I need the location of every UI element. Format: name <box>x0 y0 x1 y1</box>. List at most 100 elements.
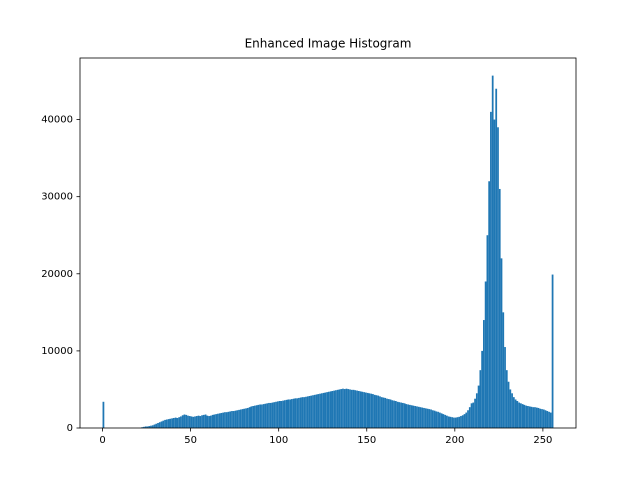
bar <box>412 405 415 428</box>
bar <box>169 418 172 428</box>
bar <box>171 418 173 428</box>
bar <box>449 416 452 428</box>
bars <box>102 75 554 429</box>
bar <box>461 415 464 428</box>
bar <box>320 393 323 428</box>
bar <box>546 411 549 428</box>
y-tick-label: 10000 <box>41 346 73 357</box>
bar <box>373 394 376 428</box>
bar <box>396 401 399 428</box>
bar <box>389 399 392 428</box>
bar <box>197 415 200 428</box>
y-tick-label: 30000 <box>41 192 73 203</box>
bar <box>423 407 425 428</box>
bar <box>472 402 475 428</box>
bar <box>544 410 547 428</box>
bar <box>335 390 337 428</box>
bar <box>292 398 295 428</box>
bar <box>456 417 459 428</box>
x-tick-label: 250 <box>533 435 552 446</box>
y-tick-label: 40000 <box>41 115 73 126</box>
bar <box>208 416 210 428</box>
bar <box>387 399 390 428</box>
bar <box>382 397 385 428</box>
bar <box>232 411 235 428</box>
bar <box>534 407 536 428</box>
bar <box>414 406 417 428</box>
bar <box>528 406 531 428</box>
bar <box>530 406 533 428</box>
bar <box>440 413 443 428</box>
x-tick-label: 200 <box>445 435 464 446</box>
bar <box>509 389 512 428</box>
bar <box>393 400 395 428</box>
bar <box>453 417 455 428</box>
bar <box>386 398 388 428</box>
bar <box>241 409 244 428</box>
bar <box>174 417 177 428</box>
bar <box>488 181 491 428</box>
bar <box>484 281 487 428</box>
bar <box>467 410 469 428</box>
bar <box>308 396 311 428</box>
bar <box>537 407 540 428</box>
bar <box>377 395 380 428</box>
bar <box>458 416 461 428</box>
bar <box>190 416 193 428</box>
bar <box>315 394 318 428</box>
bar <box>535 407 538 428</box>
bar <box>380 397 383 428</box>
bar <box>324 392 327 428</box>
bar <box>157 422 159 428</box>
bar <box>542 409 545 428</box>
bar <box>475 393 478 428</box>
bar <box>507 381 510 428</box>
bar <box>143 426 145 428</box>
bar <box>372 394 374 428</box>
bar <box>435 411 438 428</box>
bar <box>151 425 154 428</box>
bar <box>474 398 476 428</box>
bar <box>202 414 205 428</box>
bar <box>183 414 186 428</box>
bar <box>225 412 228 428</box>
bar <box>460 416 462 428</box>
bar <box>375 395 378 428</box>
bar <box>549 412 552 428</box>
bar <box>227 411 230 428</box>
bar <box>231 411 233 428</box>
bar <box>340 389 343 428</box>
bar <box>301 397 304 428</box>
bar <box>398 402 401 428</box>
bar <box>144 426 147 428</box>
bar <box>236 410 239 428</box>
bar <box>470 403 473 428</box>
bar <box>514 399 517 428</box>
bar <box>454 417 457 428</box>
bar <box>199 416 202 428</box>
bar <box>303 397 306 428</box>
bar <box>512 397 515 428</box>
bar <box>181 415 184 428</box>
bar <box>431 410 434 428</box>
bar <box>299 397 302 428</box>
bar <box>424 408 427 428</box>
bar <box>400 402 402 428</box>
bar <box>167 419 170 428</box>
bar <box>148 426 151 428</box>
bar <box>391 400 394 428</box>
bar <box>342 388 344 428</box>
bar <box>548 411 550 428</box>
bar <box>336 389 339 428</box>
bar <box>319 393 321 428</box>
bar <box>158 422 161 428</box>
bar <box>539 408 542 428</box>
bar <box>438 412 441 428</box>
bar <box>155 423 158 428</box>
bar <box>278 401 281 428</box>
bar <box>497 127 499 428</box>
bar <box>239 409 242 428</box>
bar <box>326 392 328 428</box>
bar <box>313 394 316 428</box>
bar <box>521 404 524 428</box>
